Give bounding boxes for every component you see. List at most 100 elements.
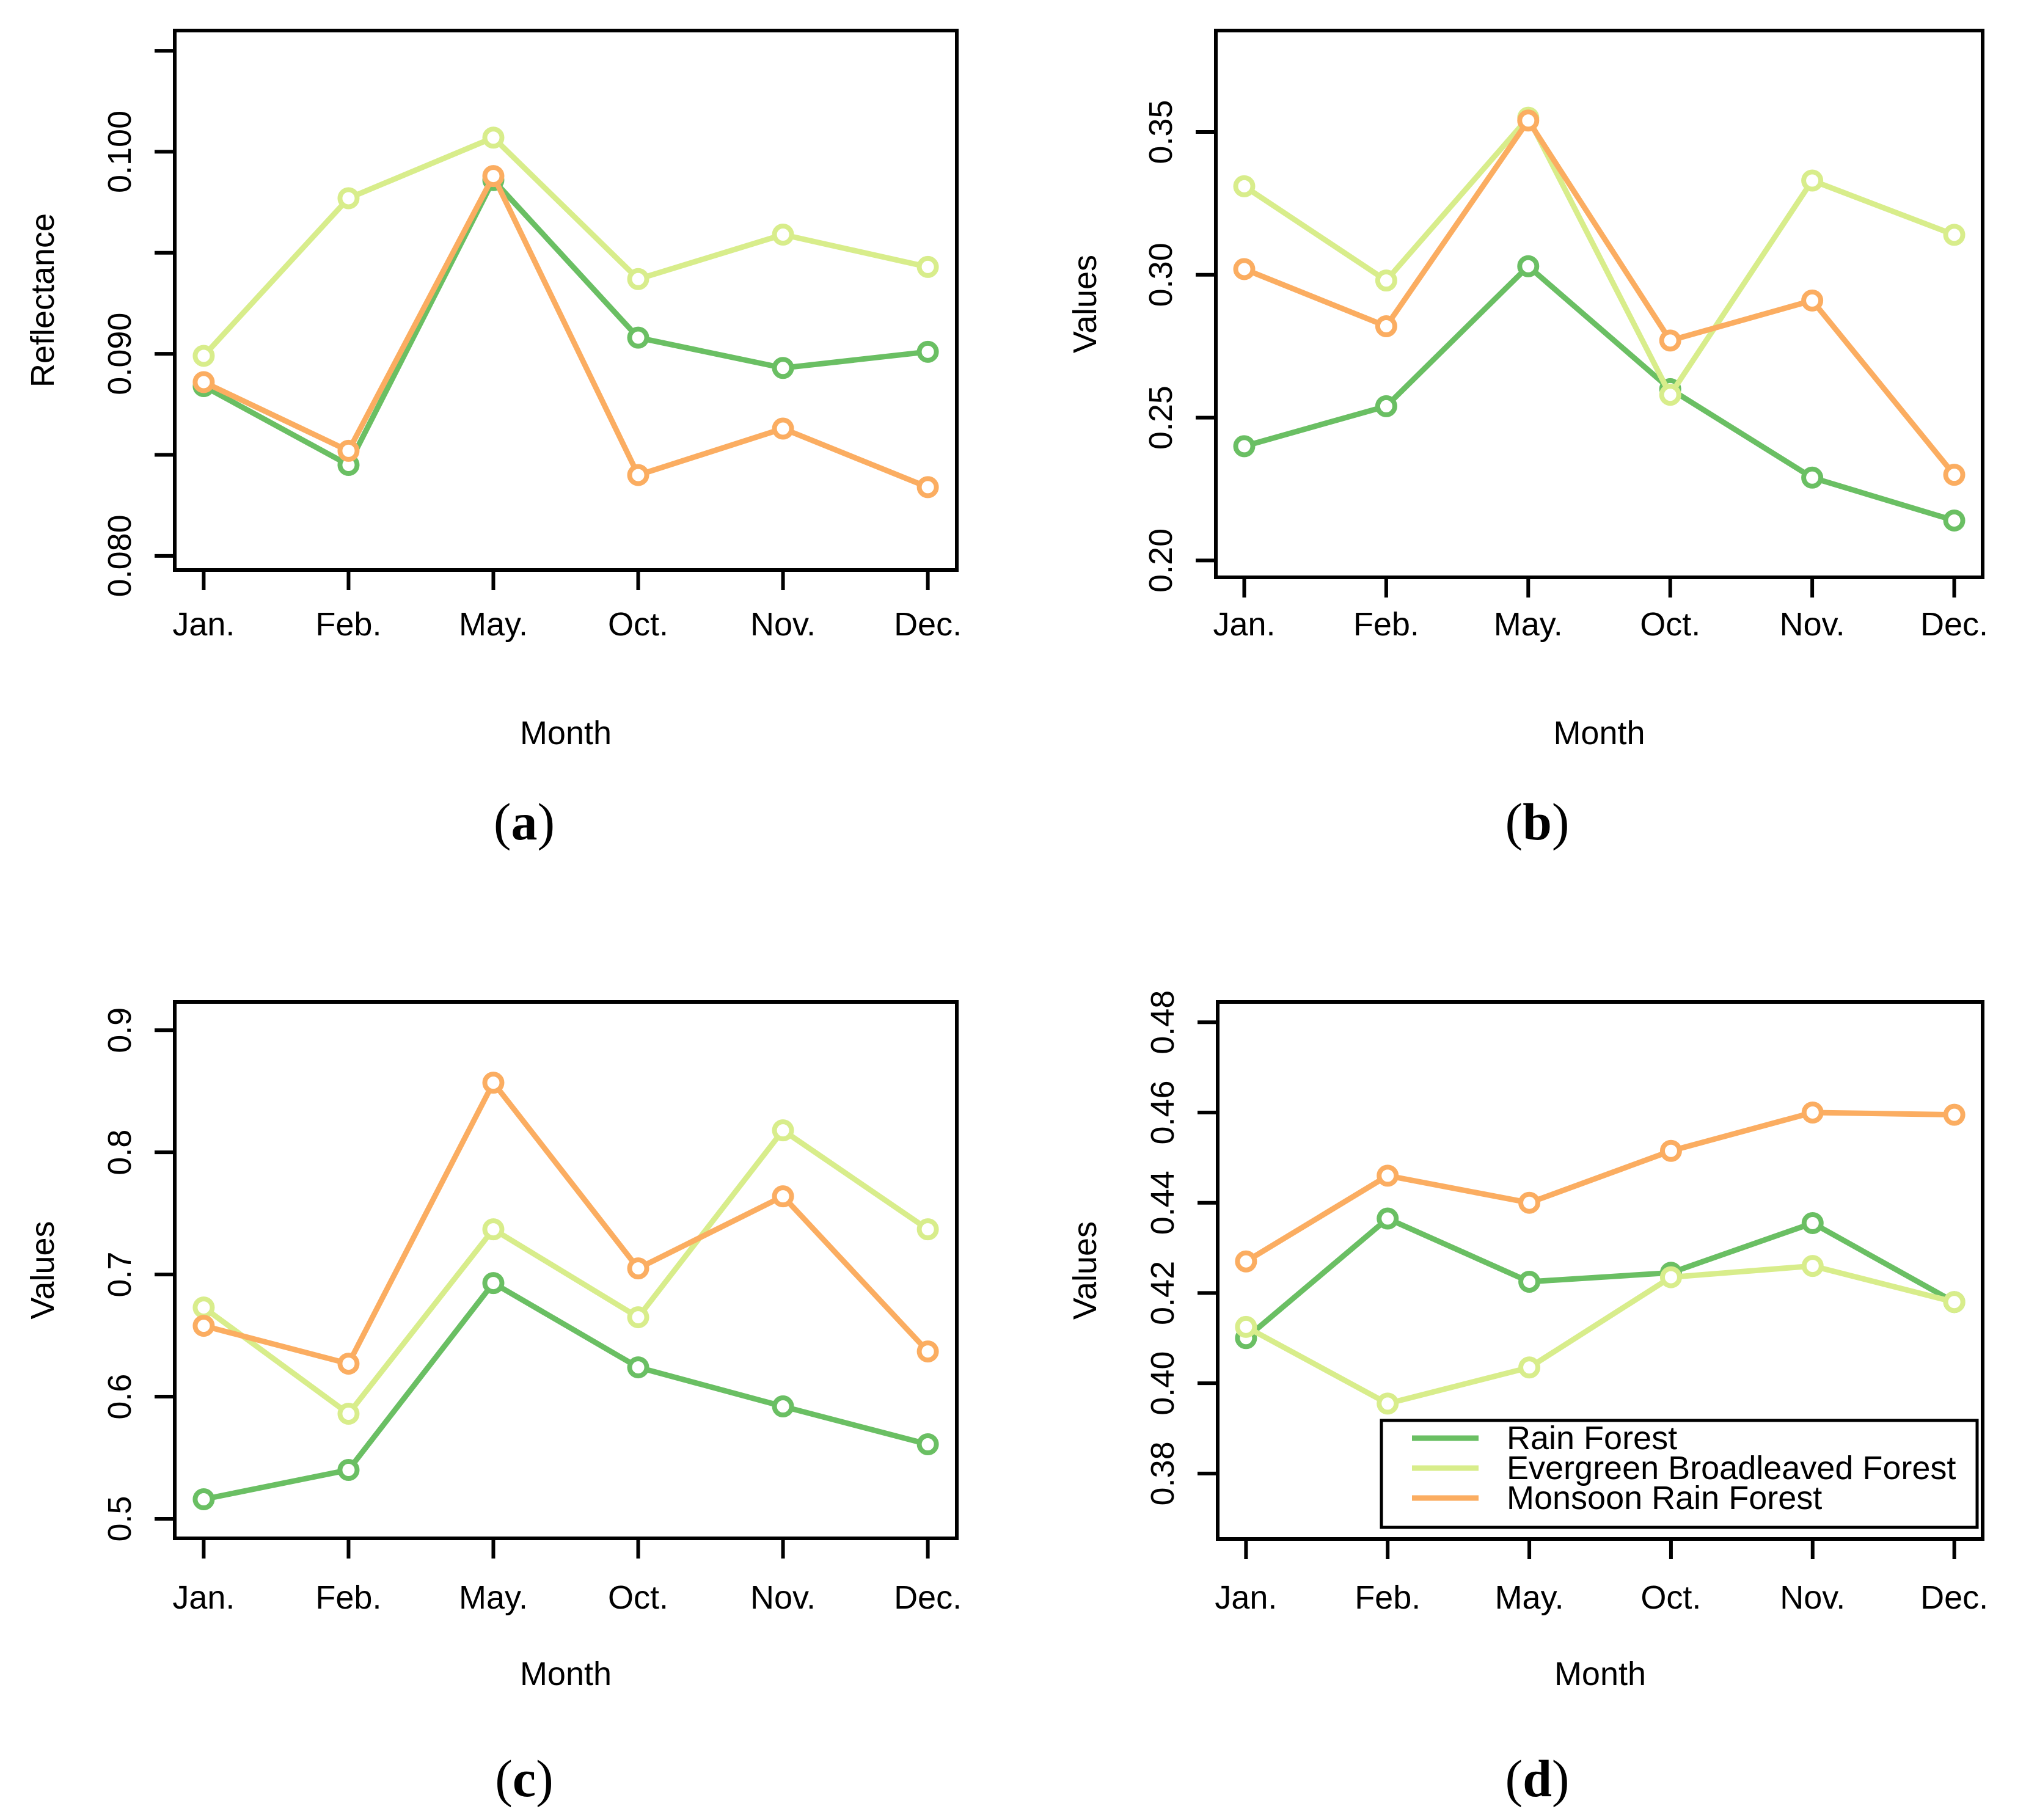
panel-a: 0.080 0.090 0.100 Jan. Feb. May. Oct. Nov. Dec. M… bbox=[0, 0, 1013, 910]
legend-label: Rain Forest bbox=[1507, 1420, 1677, 1456]
y-tick-label: 0.20 bbox=[1143, 528, 1179, 593]
caption-a: (a) bbox=[494, 792, 555, 851]
x-tick-label: Oct. bbox=[608, 1579, 668, 1616]
x-tick-label: Nov. bbox=[750, 1579, 816, 1616]
data-point-marker bbox=[337, 1459, 360, 1482]
x-tick-label: Jan. bbox=[172, 1579, 235, 1616]
y-tick-label: 0.48 bbox=[1144, 990, 1181, 1054]
data-point-marker bbox=[1801, 466, 1824, 489]
x-tick-label: Feb. bbox=[1353, 606, 1419, 643]
data-point-marker bbox=[192, 345, 215, 367]
data-point-marker bbox=[1517, 109, 1540, 132]
x-axis-title: Month bbox=[1554, 1656, 1646, 1692]
data-point-marker bbox=[1801, 1212, 1824, 1234]
data-point-marker bbox=[772, 1395, 794, 1418]
y-tick-label: 0.100 bbox=[101, 111, 138, 193]
data-point-marker bbox=[916, 1433, 939, 1456]
y-axis-title: Values bbox=[1067, 255, 1103, 353]
series-monsoon-rain-forest bbox=[1235, 1101, 1966, 1273]
x-axis: Jan. Feb. May. Oct. Nov. Dec. bbox=[172, 1538, 962, 1616]
data-point-marker bbox=[1659, 1266, 1682, 1288]
x-tick-label: May. bbox=[459, 606, 528, 643]
y-axis-title: Values bbox=[1067, 1221, 1103, 1320]
y-tick-label: 0.5 bbox=[101, 1496, 138, 1541]
data-point-marker bbox=[1801, 1255, 1824, 1277]
data-point-marker bbox=[482, 165, 505, 188]
x-tick-label: Feb. bbox=[1355, 1579, 1421, 1616]
series-monsoon-rain-forest bbox=[192, 165, 939, 499]
series-evergreen-broadleaved-forest bbox=[192, 126, 939, 367]
x-axis-title: Month bbox=[1553, 715, 1645, 751]
x-tick-label: Jan. bbox=[172, 606, 235, 643]
data-point-marker bbox=[1235, 1250, 1257, 1273]
series-line bbox=[1241, 263, 1958, 524]
data-point-marker bbox=[772, 357, 794, 379]
plot-box bbox=[173, 29, 959, 572]
panel-d: 0.38 0.40 0.42 0.44 0.46 0.48 Jan. Feb. May. Oct.… bbox=[1013, 910, 2026, 1820]
series-line bbox=[1243, 1109, 1958, 1265]
x-tick-label: Feb. bbox=[315, 606, 381, 643]
data-point-marker bbox=[337, 439, 360, 462]
caption-b: (b) bbox=[1505, 792, 1569, 851]
data-point-marker bbox=[1233, 435, 1256, 458]
x-tick-label: Jan. bbox=[1215, 1579, 1277, 1616]
data-point-marker bbox=[1377, 1207, 1399, 1230]
data-point-marker bbox=[192, 1296, 215, 1319]
plot-box bbox=[1214, 29, 1984, 579]
series-evergreen-broadleaved-forest bbox=[1235, 1255, 1966, 1415]
x-tick-label: Dec. bbox=[1920, 606, 1988, 643]
data-point-marker bbox=[192, 1488, 215, 1511]
legend-label: Monsoon Rain Forest bbox=[1507, 1480, 1822, 1516]
data-point-marker bbox=[1943, 224, 1966, 246]
data-point-marker bbox=[627, 464, 649, 486]
data-point-marker bbox=[627, 326, 649, 349]
data-point-marker bbox=[772, 224, 794, 246]
x-axis: Jan. Feb. May. Oct. Nov. Dec. bbox=[172, 570, 962, 643]
series-line bbox=[1243, 1216, 1958, 1341]
data-point-marker bbox=[1233, 175, 1256, 197]
series-line bbox=[200, 177, 931, 468]
x-axis-title: Month bbox=[520, 1656, 612, 1692]
data-point-marker bbox=[337, 1353, 360, 1375]
x-tick-label: Oct. bbox=[1640, 1579, 1701, 1616]
caption-d: (d) bbox=[1505, 1749, 1569, 1808]
series-line bbox=[1243, 1263, 1958, 1406]
y-tick-label: 0.080 bbox=[101, 514, 138, 597]
legend-label: Evergreen Broadleaved Forest bbox=[1507, 1450, 1956, 1486]
data-point-marker bbox=[1377, 1164, 1399, 1187]
x-axis-title: Month bbox=[520, 715, 612, 751]
data-point-marker bbox=[772, 1119, 794, 1142]
data-point-marker bbox=[916, 1340, 939, 1363]
data-point-marker bbox=[916, 340, 939, 363]
y-axis: 0.5 0.6 0.7 0.8 0.9 bbox=[101, 1007, 175, 1542]
series-line bbox=[1241, 117, 1958, 478]
data-point-marker bbox=[482, 1272, 505, 1295]
y-tick-label: 0.30 bbox=[1143, 243, 1179, 307]
data-point-marker bbox=[1518, 1191, 1541, 1214]
data-point-marker bbox=[1659, 329, 1681, 352]
series-evergreen-broadleaved-forest bbox=[192, 1119, 939, 1425]
data-point-marker bbox=[192, 371, 215, 393]
chart-d-svg: 0.38 0.40 0.42 0.44 0.46 0.48 Jan. Feb. May. Oct.… bbox=[1067, 990, 1988, 1808]
data-point-marker bbox=[627, 1356, 649, 1379]
data-point-marker bbox=[1375, 269, 1397, 292]
y-tick-label: 0.38 bbox=[1144, 1441, 1181, 1505]
x-tick-label: May. bbox=[459, 1579, 528, 1616]
x-tick-label: Nov. bbox=[1780, 1579, 1845, 1616]
data-point-marker bbox=[916, 1218, 939, 1241]
data-point-marker bbox=[1801, 169, 1824, 192]
x-tick-label: Oct. bbox=[608, 606, 668, 643]
series-monsoon-rain-forest bbox=[1233, 109, 1966, 486]
data-point-marker bbox=[1943, 464, 1966, 486]
data-point-marker bbox=[1801, 289, 1824, 312]
x-tick-label: Nov. bbox=[750, 606, 816, 643]
x-tick-label: Oct. bbox=[1640, 606, 1700, 643]
panel-c: 0.5 0.6 0.7 0.8 0.9 Jan. Feb. May. Oct. Nov. Dec. M… bbox=[0, 910, 1013, 1820]
data-point-marker bbox=[627, 268, 649, 290]
x-tick-label: Nov. bbox=[1780, 606, 1845, 643]
y-tick-label: 0.7 bbox=[101, 1252, 138, 1298]
data-point-marker bbox=[1375, 395, 1397, 417]
series-rain-forest bbox=[192, 1272, 939, 1511]
data-point-marker bbox=[1943, 509, 1966, 532]
